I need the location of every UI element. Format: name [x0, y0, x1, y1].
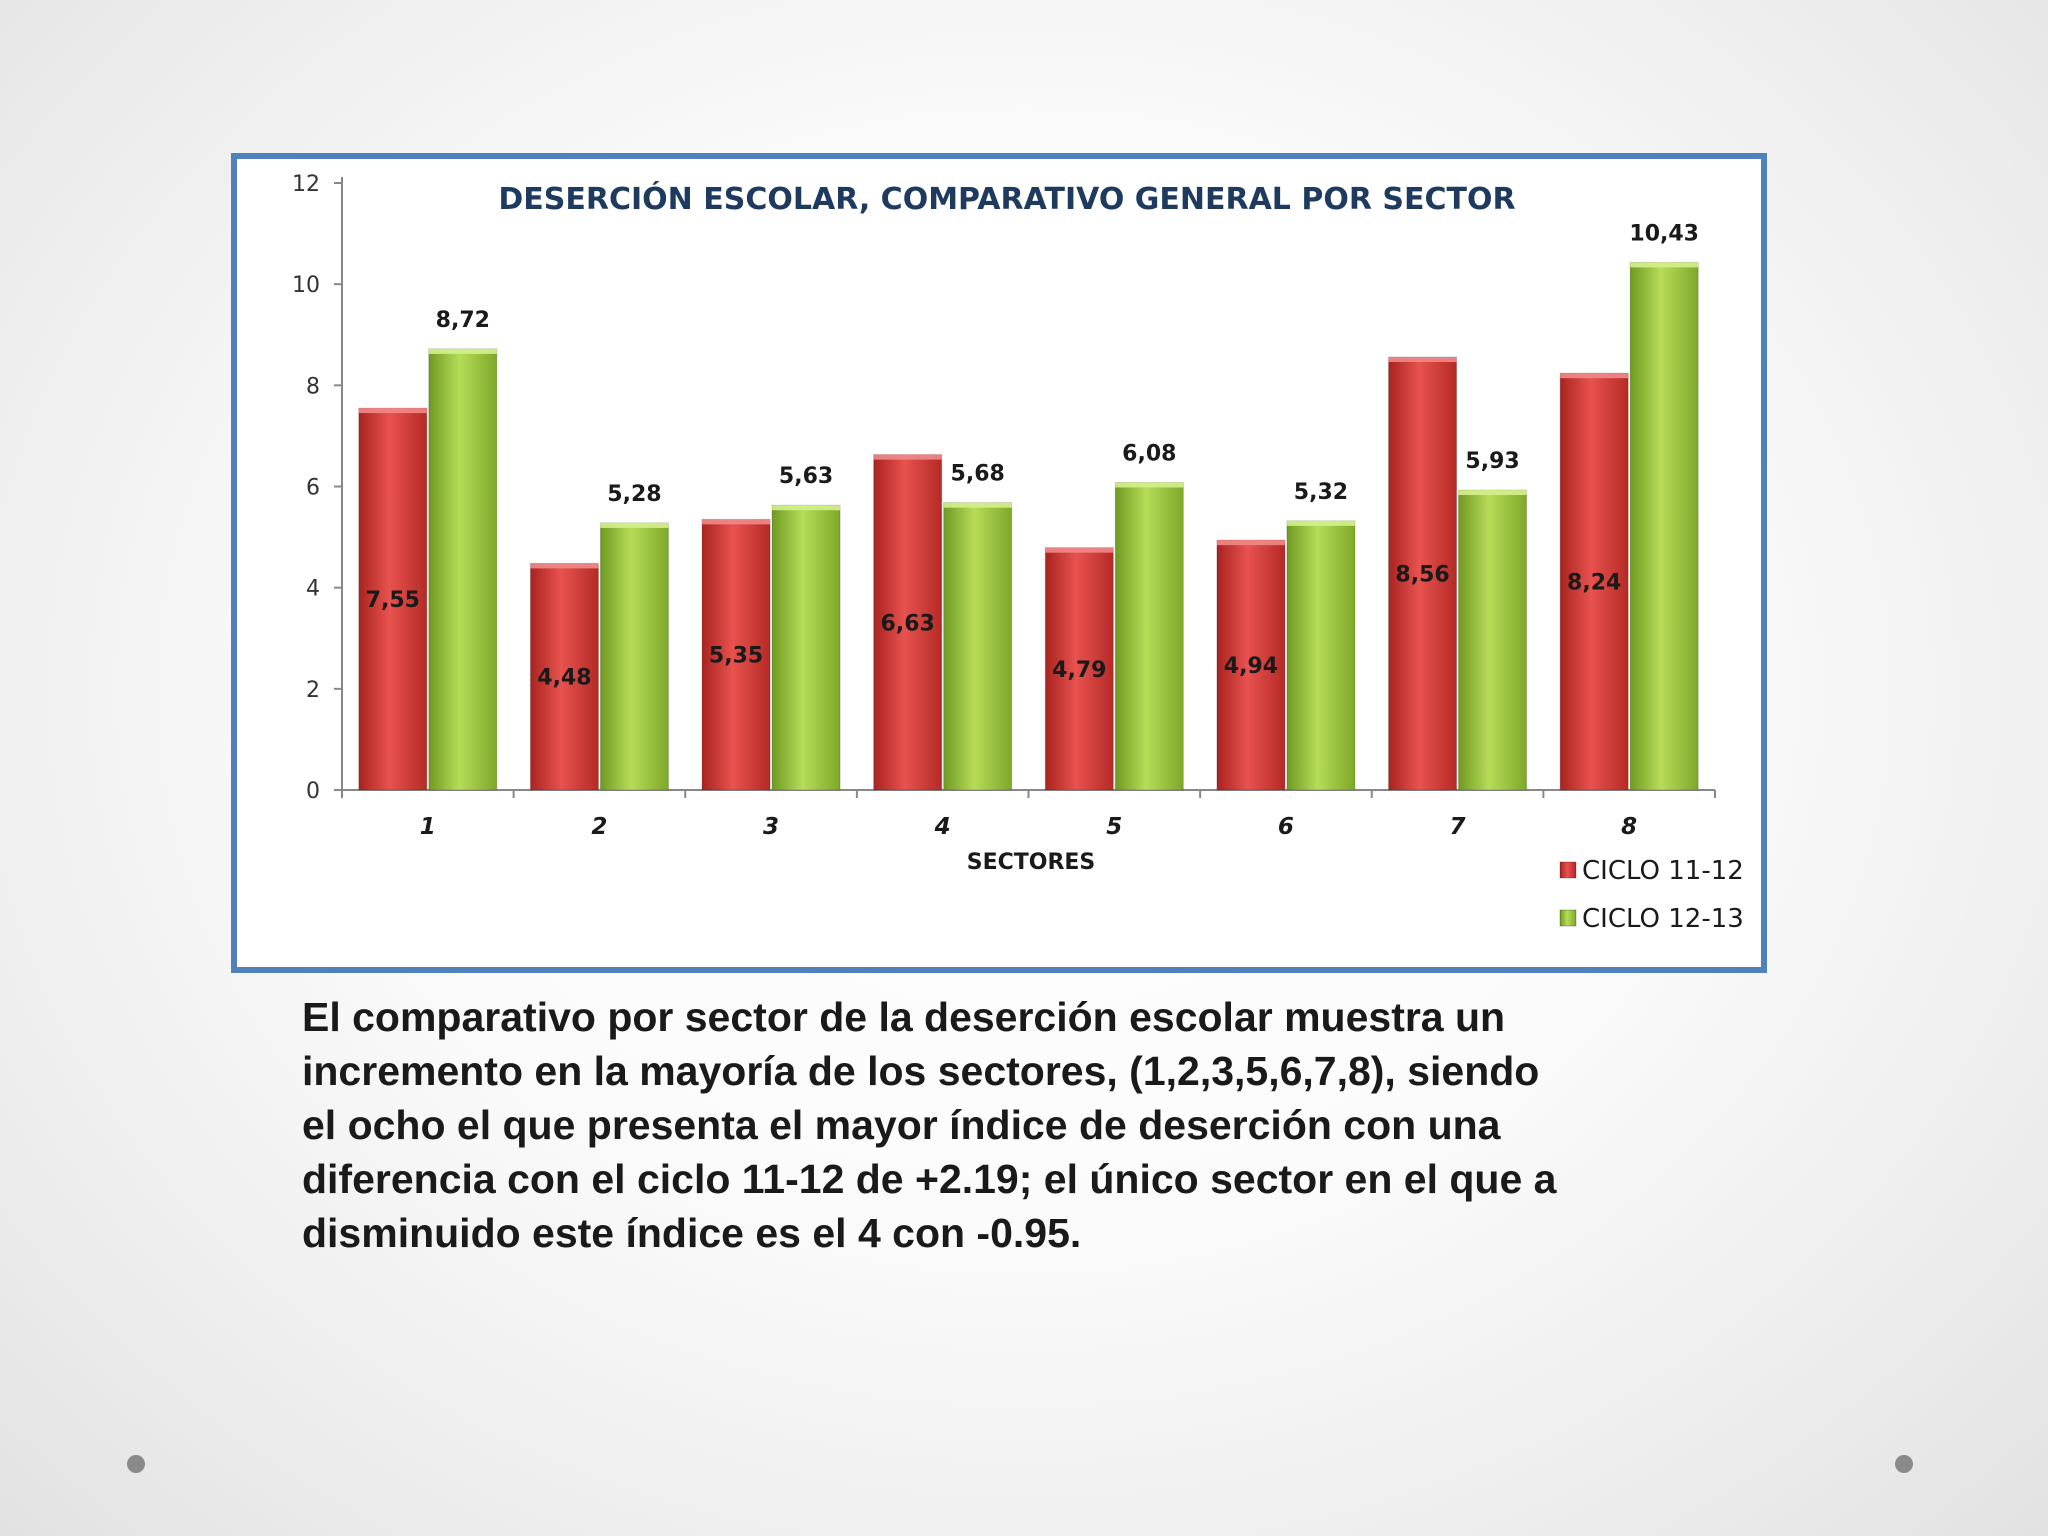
bar-top-highlight: [772, 505, 841, 511]
bar-top-highlight: [1458, 490, 1527, 496]
bar-top-highlight: [1388, 357, 1457, 363]
legend-label: CICLO 11-12: [1582, 856, 1744, 886]
bar-top-highlight: [1045, 547, 1114, 553]
slide-body-text: El comparativo por sector de la deserció…: [302, 994, 1557, 1256]
x-tick-label: 8: [1621, 814, 1637, 840]
bar-top-highlight: [702, 519, 771, 525]
bar-top-highlight: [943, 502, 1012, 508]
bar-ciclo-12-13-sector-2: [599, 522, 669, 791]
data-label: 5,93: [1465, 449, 1519, 474]
data-label: 5,32: [1294, 480, 1348, 505]
data-label: 5,35: [709, 644, 763, 669]
legend-swatch: [1559, 909, 1577, 927]
bar-top-highlight: [358, 408, 427, 414]
bar-ciclo-11-12-sector-1: [358, 407, 428, 791]
y-tick-label: 8: [306, 374, 320, 399]
bar-ciclo-11-12-sector-5: [1044, 547, 1114, 791]
bar-ciclo-12-13-sector-4: [943, 502, 1013, 791]
data-label: 6,08: [1122, 441, 1176, 466]
data-label: 5,63: [779, 464, 833, 489]
bar-top-highlight: [1115, 482, 1184, 488]
x-tick-label: 6: [1278, 814, 1294, 840]
x-tick-label: 5: [1106, 814, 1122, 840]
bar-ciclo-11-12-sector-4: [873, 454, 943, 791]
data-label: 8,24: [1567, 571, 1621, 596]
y-tick-label: 0: [306, 779, 320, 804]
data-labels: 7,55 4,48 5,35 6,63 4,79 4,94 8,56 8,24 8,72 5,28…: [366, 221, 1699, 690]
bar-top-highlight: [873, 454, 942, 460]
bar-ciclo-11-12-sector-3: [701, 518, 771, 791]
data-label: 6,63: [881, 611, 935, 636]
bar-top-highlight: [530, 563, 599, 569]
bar-ciclo-11-12-sector-7: [1388, 356, 1458, 791]
bar-top-highlight: [1560, 373, 1629, 379]
y-tick-label: 2: [306, 678, 320, 703]
bar-ciclo-12-13-sector-5: [1114, 481, 1184, 791]
y-tick-label: 6: [306, 476, 320, 501]
y-tick-label: 4: [306, 577, 320, 602]
x-tick-label: 2: [591, 814, 607, 840]
chart-frame: DESERCIÓN ESCOLAR, COMPARATIVO GENERAL P…: [231, 153, 1767, 973]
bar-ciclo-12-13-sector-8: [1629, 261, 1699, 791]
data-label: 4,79: [1052, 658, 1106, 683]
bar-ciclo-11-12-sector-8: [1559, 372, 1629, 791]
bar-ciclo-12-13-sector-1: [428, 348, 498, 791]
data-label: 7,55: [366, 588, 420, 613]
data-label: 5,68: [951, 462, 1005, 487]
bar-top-highlight: [600, 522, 669, 528]
data-label: 10,43: [1629, 221, 1699, 246]
x-tick-label: 4: [934, 814, 951, 840]
bar-ciclo-12-13-sector-3: [771, 504, 841, 791]
data-label: 4,48: [537, 666, 591, 691]
bar-ciclo-12-13-sector-7: [1458, 489, 1528, 791]
legend-swatch: [1559, 861, 1577, 879]
bar-top-highlight: [1286, 520, 1355, 526]
x-axis-label: SECTORES: [967, 850, 1096, 875]
bars: [358, 261, 1699, 791]
bar-chart: DESERCIÓN ESCOLAR, COMPARATIVO GENERAL P…: [292, 172, 1744, 934]
bar-top-highlight: [428, 348, 497, 354]
legend-label: CICLO 12-13: [1582, 904, 1744, 934]
bullet-dot-right: [1895, 1455, 1913, 1473]
y-tick-label: 12: [292, 172, 320, 197]
x-tick-label: 7: [1450, 814, 1466, 840]
chart-title: DESERCIÓN ESCOLAR, COMPARATIVO GENERAL P…: [498, 180, 1515, 217]
data-label: 8,56: [1395, 563, 1449, 588]
legend: CICLO 11-12 CICLO 12-13: [1559, 856, 1744, 934]
bar-top-highlight: [1630, 262, 1699, 268]
data-label: 4,94: [1224, 654, 1278, 679]
bar-ciclo-12-13-sector-6: [1286, 520, 1356, 791]
bar-top-highlight: [1216, 540, 1285, 546]
x-tick-label: 1: [420, 814, 436, 840]
data-label: 8,72: [436, 308, 490, 333]
bar-ciclo-11-12-sector-2: [529, 562, 599, 791]
bullet-dot-left: [127, 1455, 145, 1473]
y-tick-label: 10: [292, 273, 320, 298]
data-label: 5,28: [607, 482, 661, 507]
x-tick-label: 3: [763, 814, 779, 840]
